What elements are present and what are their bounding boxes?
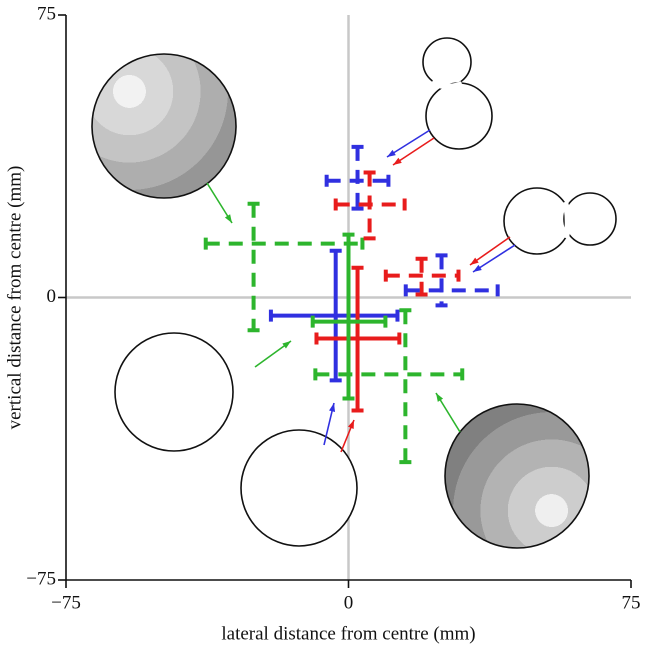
pointer-arrow (340, 419, 355, 453)
error-cross (268, 248, 400, 383)
shaded-sphere (444, 403, 590, 549)
error-cross (313, 308, 465, 465)
arrow-head (436, 393, 444, 402)
x-error-caps (268, 309, 400, 322)
circle (240, 429, 358, 547)
arrow-head (473, 264, 482, 272)
pointer-arrow (469, 236, 511, 266)
y-error-caps (329, 248, 342, 383)
x-error-caps (310, 315, 388, 328)
y-axis-label: vertical distance from centre (mm) (4, 166, 25, 430)
pointer-arrow (435, 392, 461, 433)
y-tick-label: 75 (37, 3, 56, 24)
y-error-caps (351, 144, 364, 211)
y-error-caps (351, 265, 364, 413)
arrow-head (470, 257, 479, 265)
y-error-caps (399, 308, 412, 465)
x-error-caps (333, 198, 407, 211)
arrow-head (387, 149, 396, 157)
x-error-caps (383, 269, 461, 282)
y-error-caps (342, 232, 355, 401)
circle (114, 332, 234, 452)
y-tick-label: 0 (47, 286, 57, 307)
y-tick-label: −75 (26, 568, 56, 589)
x-tick-label: 75 (622, 592, 641, 613)
arrow-head (282, 341, 291, 349)
error-cross (333, 170, 407, 241)
pointer-arrow (386, 129, 431, 158)
x-tick-label: −75 (51, 592, 81, 613)
pointer-arrow (206, 182, 233, 224)
arrow-head (347, 420, 354, 429)
shaded-sphere (91, 53, 237, 199)
y-error-caps (247, 201, 260, 333)
vertical-doublet (422, 37, 493, 150)
illustrations (91, 37, 617, 549)
y-error-caps (363, 170, 376, 241)
pointer-arrow (392, 137, 435, 166)
arrow-head (224, 214, 232, 223)
arrow-head (393, 157, 402, 165)
pointer-arrow (254, 340, 292, 368)
pointer-arrow (323, 402, 336, 446)
error-cross (324, 144, 391, 211)
y-error-caps (415, 256, 428, 297)
x-error-caps (403, 284, 500, 297)
x-error-caps (314, 332, 402, 345)
pointer-arrow (472, 244, 516, 273)
x-error-caps (324, 174, 391, 187)
error-cross (310, 232, 388, 401)
error-cross (403, 253, 500, 308)
arrow-shaft (386, 129, 431, 158)
y-error-caps (435, 253, 448, 308)
error-cross (314, 265, 402, 413)
x-axis-label: lateral distance from centre (mm) (221, 623, 475, 644)
error-cross (203, 201, 365, 333)
error-cross (383, 256, 461, 297)
x-error-caps (313, 368, 465, 381)
horizontal-doublet (503, 187, 617, 255)
x-tick-label: 0 (344, 592, 354, 613)
x-error-caps (203, 237, 365, 250)
arrow-head (329, 403, 336, 412)
